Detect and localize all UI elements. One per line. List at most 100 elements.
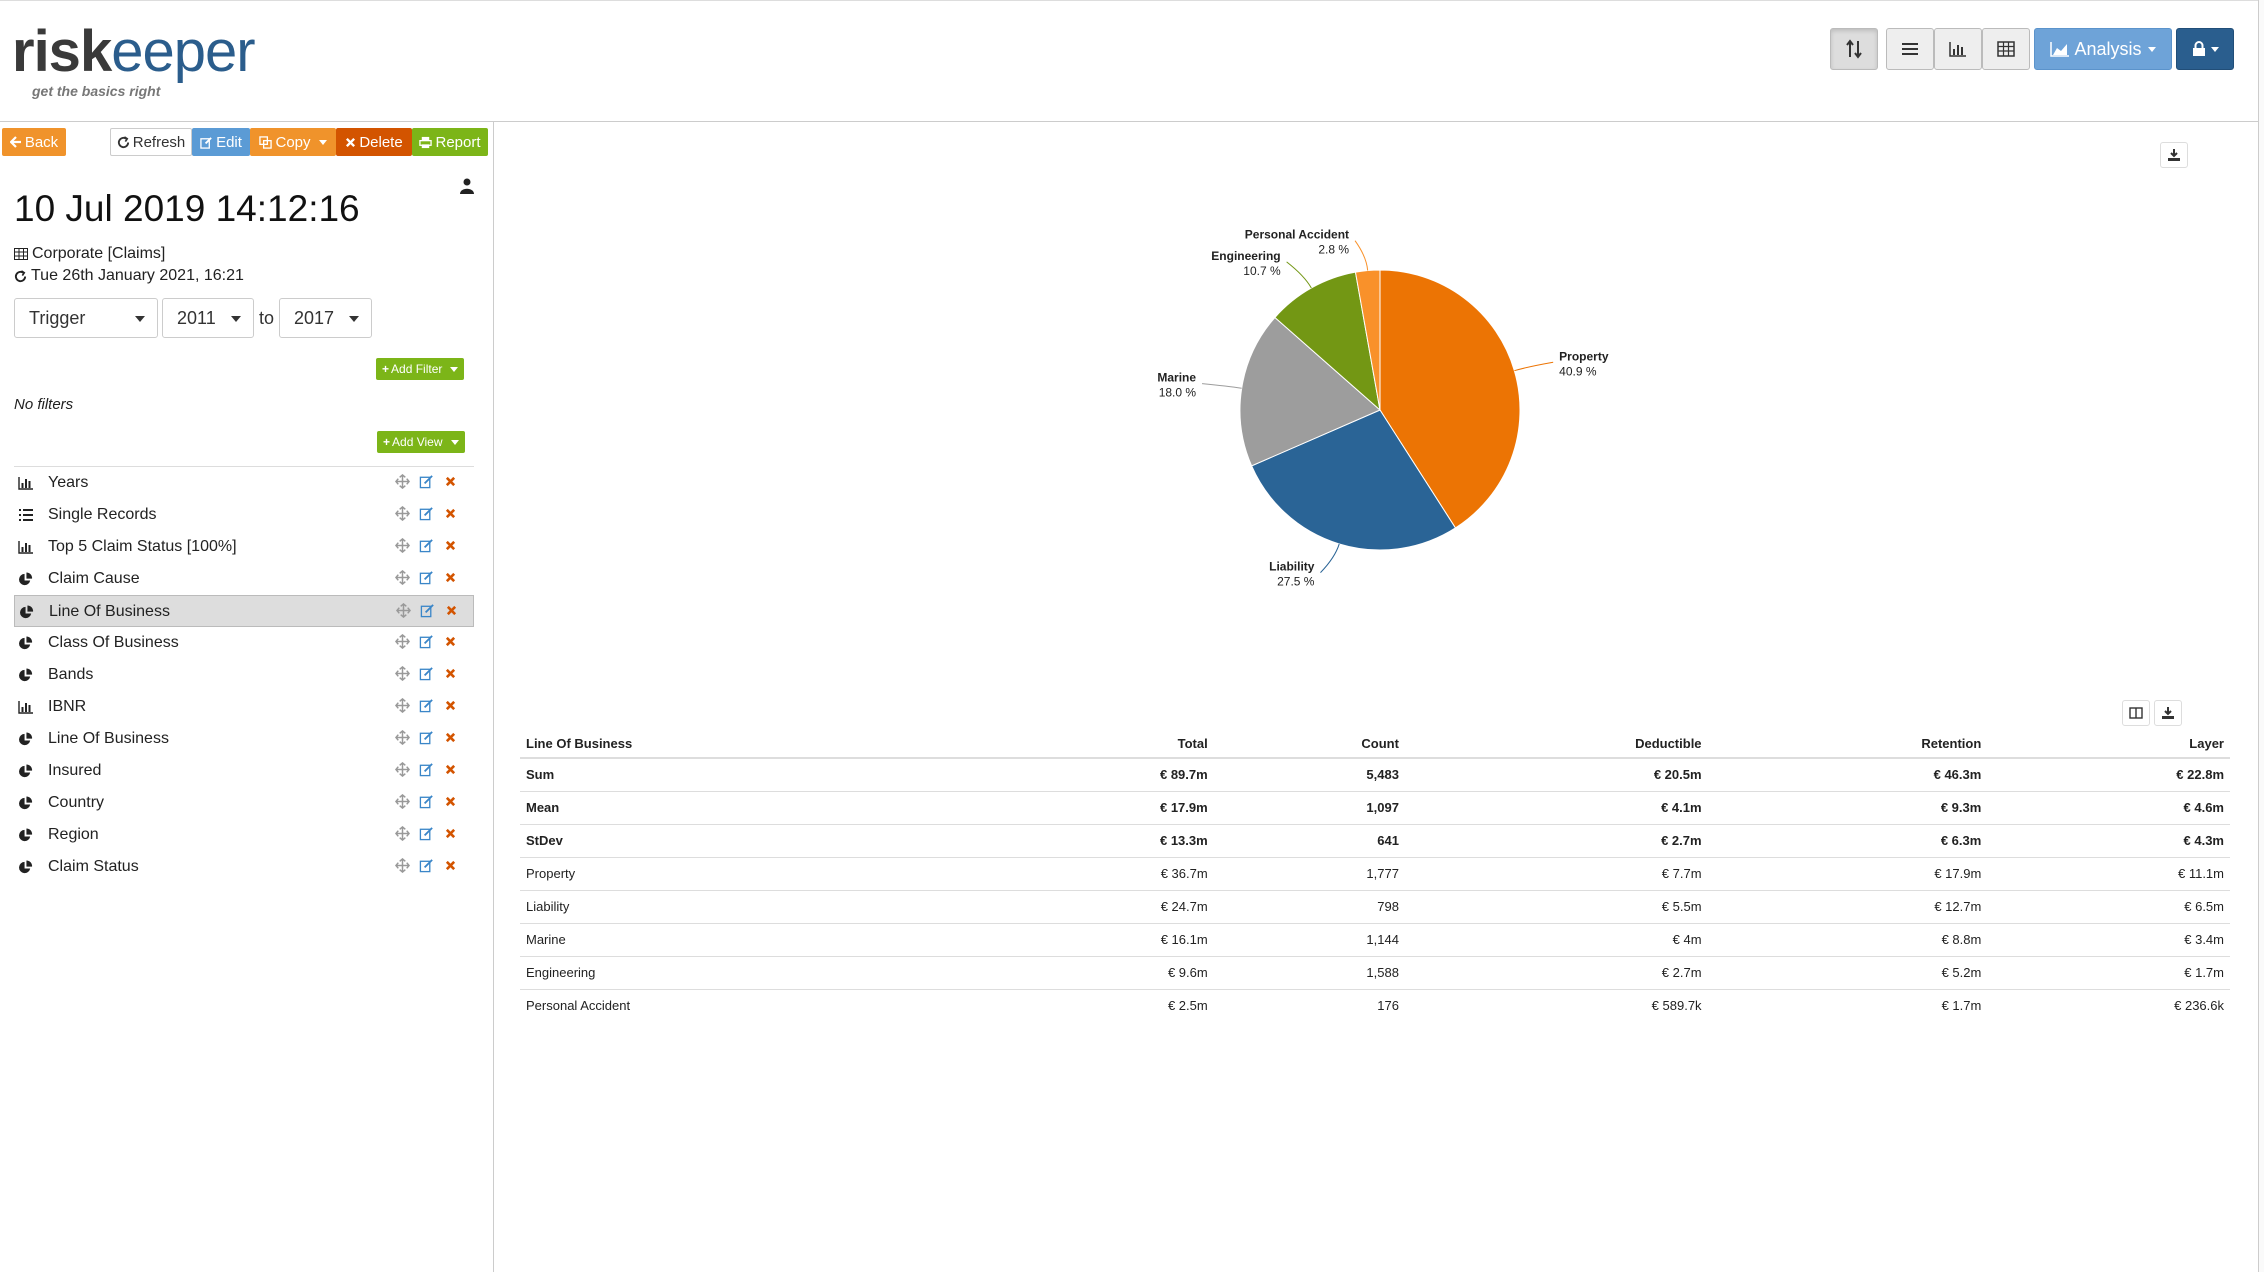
view-item[interactable]: Line Of Business [14, 595, 474, 627]
view-item[interactable]: IBNR [14, 691, 474, 723]
pie-slice-marine[interactable] [1239, 316, 1381, 467]
column-header[interactable]: Count [1213, 726, 1405, 759]
edit-icon[interactable] [418, 665, 434, 681]
edit-button[interactable]: Edit [192, 128, 250, 156]
edit-icon[interactable] [418, 857, 434, 873]
page-scrollbar[interactable] [2258, 0, 2264, 1272]
move-icon[interactable] [394, 729, 410, 745]
edit-icon[interactable] [418, 761, 434, 777]
refresh-icon [14, 269, 27, 282]
column-header[interactable]: Retention [1707, 726, 1988, 759]
move-icon[interactable] [394, 857, 410, 873]
chart-download-button[interactable] [2160, 142, 2188, 168]
add-filter-button[interactable]: + Add Filter [376, 358, 465, 380]
edit-icon[interactable] [418, 825, 434, 841]
list-view-button[interactable] [1886, 28, 1934, 70]
pie-value-label: 27.5 % [1277, 575, 1315, 589]
table-cell: € 12.7m [1707, 890, 1988, 924]
move-icon[interactable] [394, 633, 410, 649]
edit-icon[interactable] [418, 697, 434, 713]
user-icon[interactable] [460, 178, 474, 194]
view-item[interactable]: Single Records [14, 499, 474, 531]
analysis-label: Analysis [2074, 38, 2142, 59]
table-view-button[interactable] [1982, 28, 2030, 70]
table-cell: 5,483 [1213, 758, 1405, 792]
move-icon[interactable] [394, 825, 410, 841]
edit-icon[interactable] [418, 729, 434, 745]
close-icon[interactable] [442, 537, 458, 553]
edit-icon[interactable] [418, 793, 434, 809]
view-item[interactable]: Claim Status [14, 851, 474, 883]
view-item[interactable]: Claim Cause [14, 563, 474, 595]
lock-dropdown-button[interactable] [2176, 28, 2234, 70]
dataset-line: Corporate [Claims] [14, 245, 165, 263]
close-icon[interactable] [442, 473, 458, 489]
view-item[interactable]: Bands [14, 659, 474, 691]
view-item[interactable]: Years [14, 467, 474, 499]
edit-icon[interactable] [419, 602, 435, 618]
view-item[interactable]: Line Of Business [14, 723, 474, 755]
close-icon[interactable] [443, 602, 459, 618]
edit-icon [200, 136, 212, 149]
riskeeper-logo[interactable]: riskeeper get the basics right [12, 23, 256, 100]
edit-icon[interactable] [418, 505, 434, 521]
chart-view-button[interactable] [1934, 28, 1982, 70]
trigger-select[interactable]: Trigger [14, 298, 158, 338]
pie-slice-property[interactable] [1379, 269, 1521, 529]
move-icon[interactable] [394, 473, 410, 489]
table-download-button[interactable] [2154, 700, 2182, 726]
close-icon[interactable] [442, 857, 458, 873]
column-header[interactable]: Total [956, 726, 1214, 759]
column-header[interactable]: Line Of Business [520, 726, 957, 759]
edit-icon[interactable] [418, 569, 434, 585]
close-icon[interactable] [442, 633, 458, 649]
delete-button[interactable]: Delete [336, 128, 412, 156]
view-item[interactable]: Top 5 Claim Status [100%] [14, 531, 474, 563]
analysis-dropdown-button[interactable]: Analysis [2034, 28, 2172, 70]
column-header[interactable]: Layer [1987, 726, 2230, 759]
view-label: Line Of Business [48, 730, 169, 747]
move-icon[interactable] [394, 537, 410, 553]
copy-dropdown-button[interactable]: Copy [250, 128, 336, 156]
table-cell: Personal Accident [526, 998, 631, 1014]
pie-label: Marine [1157, 371, 1196, 385]
view-item[interactable]: Class Of Business [14, 627, 474, 659]
back-button[interactable]: Back [2, 128, 66, 156]
close-icon[interactable] [442, 729, 458, 745]
view-item[interactable]: Insured [14, 755, 474, 787]
close-icon[interactable] [442, 569, 458, 585]
year-from-select[interactable]: 2011 [162, 298, 254, 338]
close-icon[interactable] [442, 697, 458, 713]
view-item[interactable]: Region [14, 819, 474, 851]
close-icon[interactable] [442, 825, 458, 841]
view-item[interactable]: Country [14, 787, 474, 819]
report-button[interactable]: Report [412, 128, 488, 156]
chevron-down-icon [450, 366, 459, 372]
move-icon[interactable] [394, 665, 410, 681]
table-cell: € 4.6m [1987, 791, 2230, 825]
close-icon[interactable] [442, 793, 458, 809]
column-header[interactable]: Deductible [1404, 726, 1708, 759]
year-to-select[interactable]: 2017 [279, 298, 372, 338]
move-icon[interactable] [394, 761, 410, 777]
close-icon[interactable] [442, 665, 458, 681]
edit-icon[interactable] [418, 473, 434, 489]
pie-slice-liability[interactable] [1250, 409, 1457, 551]
sort-toggle-button[interactable] [1830, 28, 1878, 70]
close-icon[interactable] [442, 761, 458, 777]
pie-slice-engineering[interactable] [1274, 271, 1381, 412]
move-icon[interactable] [394, 793, 410, 809]
refresh-button[interactable]: Refresh [110, 128, 192, 156]
table-cell: € 5.5m [1404, 890, 1708, 924]
table-cell: € 589.7k [1651, 998, 1702, 1014]
chevron-down-icon [2210, 46, 2219, 52]
move-icon[interactable] [394, 697, 410, 713]
close-icon[interactable] [442, 505, 458, 521]
column-toggle-button[interactable] [2122, 700, 2150, 726]
move-icon[interactable] [394, 569, 410, 585]
edit-icon[interactable] [418, 537, 434, 553]
add-view-button[interactable]: + Add View [377, 431, 465, 453]
move-icon[interactable] [395, 602, 411, 618]
move-icon[interactable] [394, 505, 410, 521]
edit-icon[interactable] [418, 633, 434, 649]
